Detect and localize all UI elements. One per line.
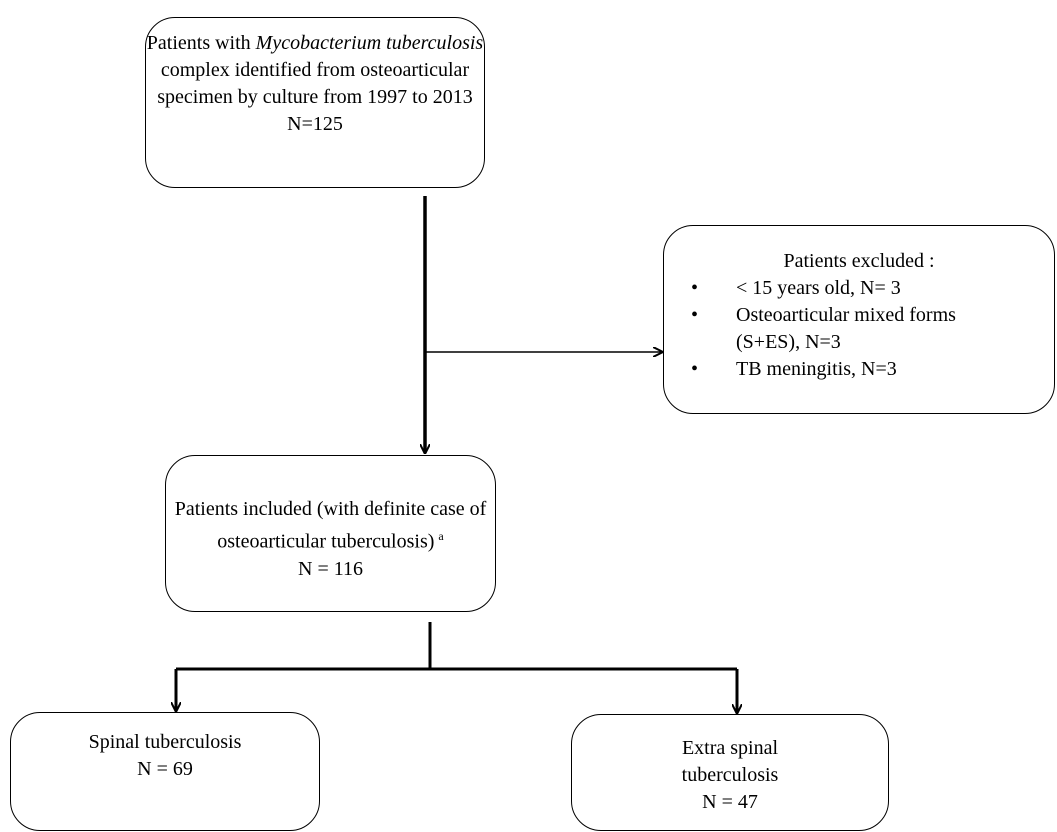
text-line: N=125: [287, 113, 343, 135]
excluded-box: Patients excluded : < 15 years old, N= 3…: [663, 225, 1055, 414]
text-line: Extra spinal: [681, 737, 779, 759]
heading: Patients excluded :: [783, 250, 935, 272]
text-line: N = 69: [137, 758, 193, 780]
text-line: Patients included (with definite case of: [174, 498, 487, 520]
bullet: TB meningitis, N=3: [691, 356, 956, 383]
text-line: specimen by culture from 1997 to 2013: [157, 86, 473, 108]
text-line: complex identified from osteoarticular: [160, 59, 470, 81]
superscript: a: [438, 529, 444, 543]
text: Patients with: [146, 32, 251, 54]
text-line: N = 47: [702, 791, 758, 813]
text-line: tuberculosis: [681, 764, 779, 786]
text-line: Spinal tuberculosis: [88, 731, 242, 753]
text-line: osteoarticular tuberculosis) a: [217, 523, 443, 556]
included-box: Patients included (with definite case of…: [165, 455, 496, 612]
text-line: N = 116: [298, 557, 363, 580]
bullet: Osteoarticular mixed forms (S+ES), N=3: [691, 302, 956, 356]
spinal-box: Spinal tuberculosis N = 69: [10, 712, 320, 831]
text-line: Patients with Mycobacterium tuberculosis: [147, 30, 483, 57]
italic-text: Mycobacterium tuberculosis: [255, 32, 484, 54]
bullet: < 15 years old, N= 3: [691, 275, 956, 302]
bullet-list: < 15 years old, N= 3 Osteoarticular mixe…: [664, 275, 1054, 383]
text: osteoarticular tuberculosis): [217, 530, 435, 553]
extra-spinal-box: Extra spinal tuberculosis N = 47: [571, 714, 889, 831]
source-box: Patients with Mycobacterium tuberculosis …: [145, 17, 485, 188]
